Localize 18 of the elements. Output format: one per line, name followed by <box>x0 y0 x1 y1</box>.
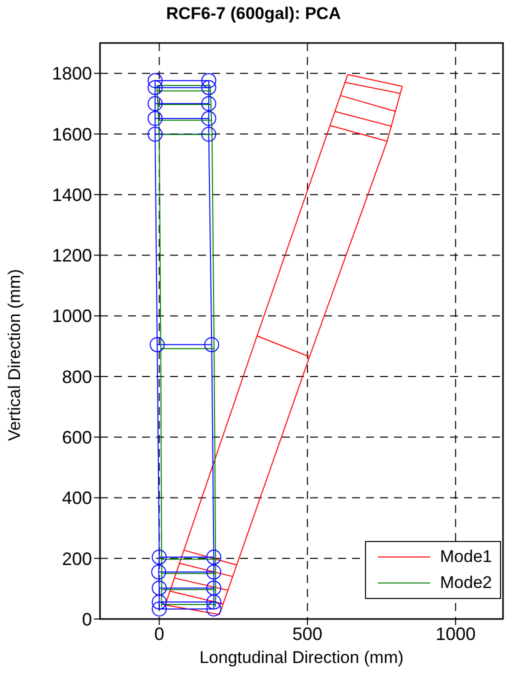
y-tick-label: 400 <box>62 488 92 508</box>
x-tick-label: 500 <box>292 624 322 644</box>
x-axis-title: Longtudinal Direction (mm) <box>199 648 404 667</box>
chart-title: RCF6-7 (600gal): PCA <box>165 4 342 24</box>
x-tick-label: 0 <box>154 624 164 644</box>
y-tick-label: 1800 <box>52 64 92 84</box>
y-tick-label: 200 <box>62 548 92 569</box>
y-tick-label: 1000 <box>52 306 92 326</box>
y-tick-label: 1200 <box>52 246 92 266</box>
y-axis-title: Vertical Direction (mm) <box>5 269 24 441</box>
y-tick-label: 1400 <box>52 184 92 205</box>
legend-label: Mode2 <box>440 573 492 593</box>
y-tick-label: 0 <box>82 609 92 630</box>
y-tick-label: 800 <box>62 366 92 387</box>
y-tick-label: 600 <box>62 427 92 448</box>
legend-label: Mode1 <box>440 547 492 567</box>
y-tick-label: 1600 <box>52 124 92 144</box>
x-tick-label: 1000 <box>436 624 476 644</box>
